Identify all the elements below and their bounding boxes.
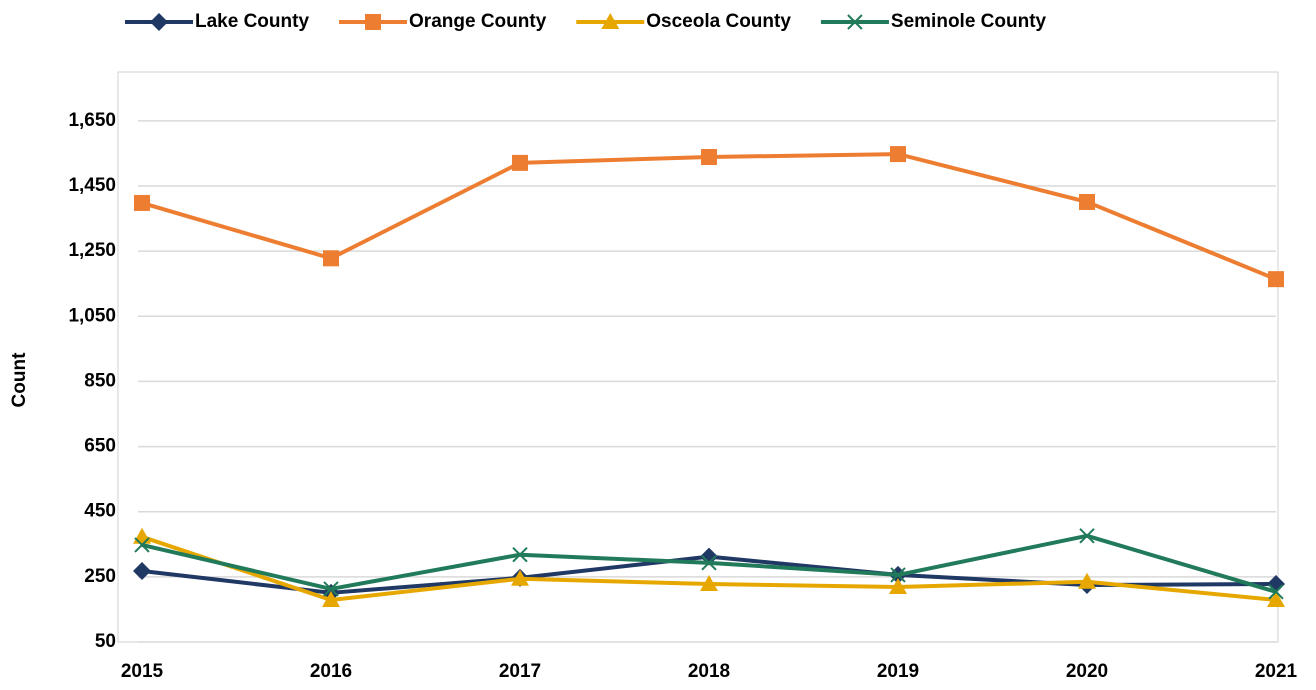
legend-marker <box>150 13 168 31</box>
point-marker <box>511 569 529 586</box>
point-marker <box>889 577 907 594</box>
y-tick-label: 50 <box>95 631 116 652</box>
point-marker <box>1268 584 1284 600</box>
point-marker <box>701 149 717 166</box>
point-marker <box>133 561 151 580</box>
x-tick-label: 2015 <box>121 661 164 682</box>
y-tick-label: 1,250 <box>68 240 116 261</box>
legend-marker <box>601 13 620 29</box>
y-tick-label: 850 <box>84 370 116 391</box>
legend-label: Osceola County <box>646 11 791 32</box>
point-marker <box>134 537 150 553</box>
point-marker <box>323 581 339 597</box>
legend-label: Seminole County <box>891 11 1047 32</box>
y-tick-label: 650 <box>84 436 116 457</box>
point-marker <box>700 575 718 592</box>
y-tick-label: 1,450 <box>68 175 116 196</box>
point-marker <box>512 154 528 171</box>
point-marker <box>134 194 150 211</box>
series-line <box>141 152 1277 282</box>
x-tick-label: 2018 <box>688 661 730 682</box>
x-tick-label: 2020 <box>1066 661 1108 682</box>
point-marker <box>701 555 717 571</box>
x-tick-label: 2016 <box>310 661 352 682</box>
x-tick-label: 2021 <box>1255 661 1298 682</box>
point-marker <box>1267 590 1285 607</box>
point-marker <box>323 250 339 267</box>
x-tick-label: 2017 <box>499 661 541 682</box>
point-marker <box>1079 193 1095 210</box>
point-marker <box>1079 528 1095 544</box>
legend-marker <box>847 14 863 30</box>
point-marker <box>890 146 906 163</box>
legend-marker <box>365 14 382 30</box>
point-marker <box>512 547 528 563</box>
point-marker <box>1078 572 1096 589</box>
legend-label: Lake County <box>195 11 309 32</box>
point-marker <box>890 567 906 583</box>
y-tick-label: 450 <box>84 501 116 522</box>
point-marker <box>1268 271 1284 288</box>
y-tick-label: 1,650 <box>68 110 116 131</box>
point-marker <box>322 590 340 607</box>
point-marker <box>133 527 151 544</box>
x-tick-label: 2019 <box>877 661 919 682</box>
y-axis-label: Count <box>9 352 30 408</box>
legend-label: Orange County <box>409 11 547 32</box>
y-tick-label: 250 <box>84 566 116 587</box>
y-tick-label: 1,050 <box>68 305 116 326</box>
